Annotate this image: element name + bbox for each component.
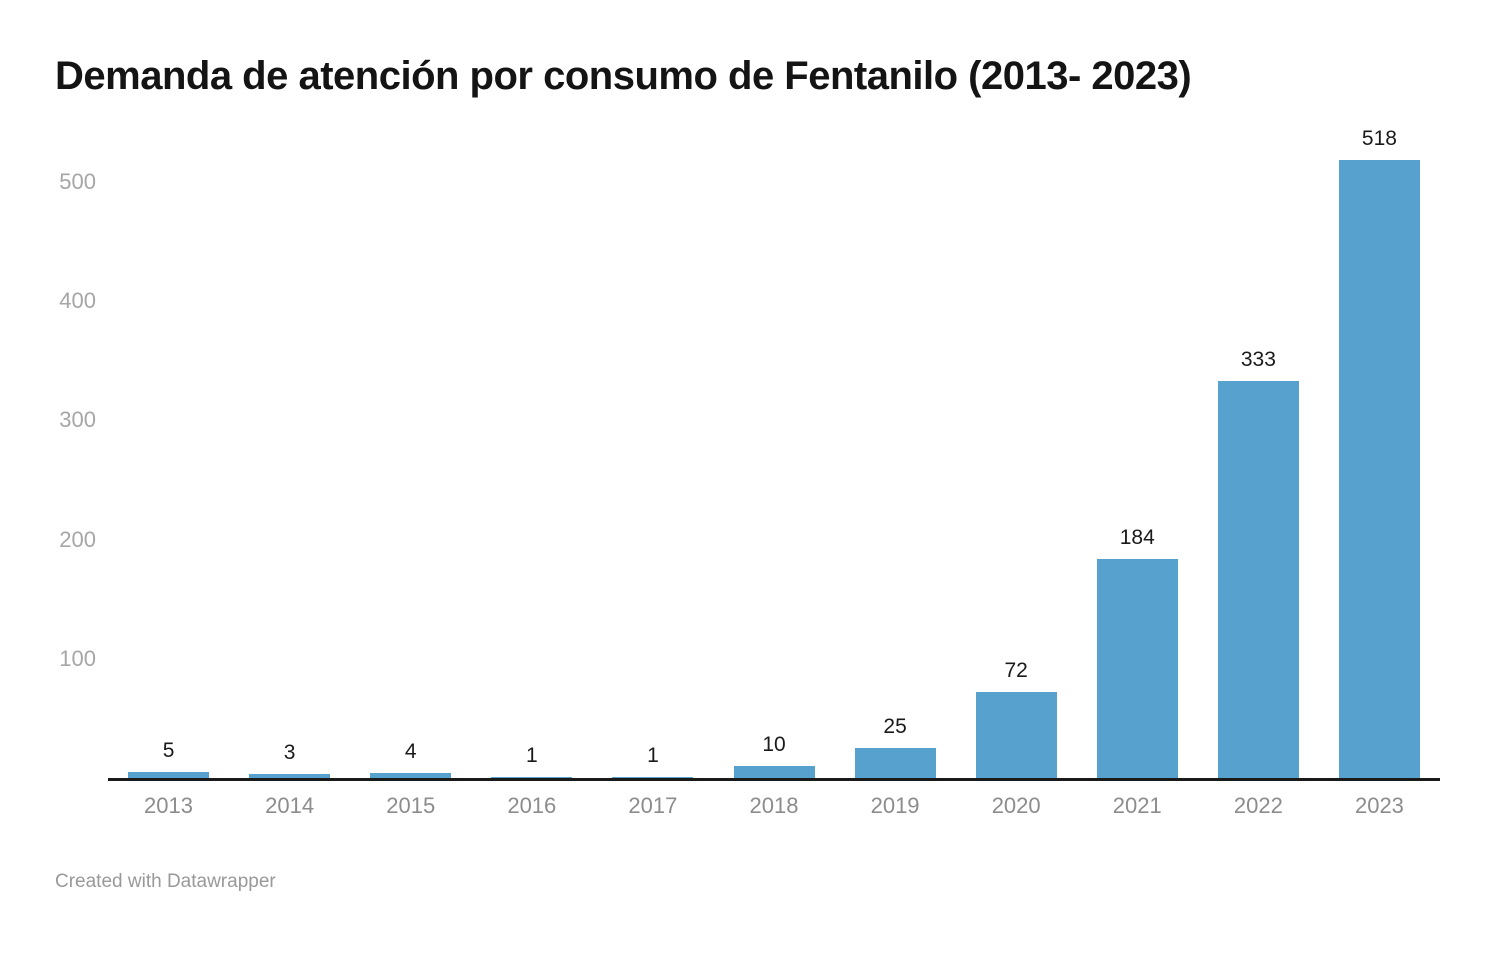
bar-2018 <box>733 766 815 778</box>
x-tick-label-2019: 2019 <box>870 793 920 818</box>
x-tick-label-2013: 2013 <box>144 793 194 818</box>
x-tick-label-2014: 2014 <box>265 793 315 818</box>
x-tick-label-2020: 2020 <box>991 793 1041 818</box>
bar-2015 <box>370 773 452 778</box>
value-label-2017: 1 <box>647 743 659 767</box>
x-tick-label-2023: 2023 <box>1354 793 1404 818</box>
y-tick-label-500: 500 <box>59 168 96 194</box>
value-label-2014: 3 <box>283 741 296 765</box>
bar-2019 <box>854 748 936 778</box>
value-label-2023: 518 <box>1361 127 1397 151</box>
bar-2022 <box>1217 380 1299 778</box>
x-tick-label-2015: 2015 <box>386 793 436 818</box>
bar-2014 <box>249 774 331 778</box>
bar-2020 <box>975 692 1057 778</box>
value-label-2013: 5 <box>162 739 175 763</box>
y-tick-label-400: 400 <box>59 288 96 313</box>
value-label-2018: 10 <box>762 733 786 757</box>
chart-title: Demanda de atención por consumo de Fenta… <box>55 54 1192 98</box>
bar-2023 <box>1338 160 1420 778</box>
y-tick-label-300: 300 <box>59 407 96 433</box>
y-tick-label-100: 100 <box>59 645 96 671</box>
value-label-2015: 4 <box>404 740 417 764</box>
x-tick-label-2017: 2017 <box>628 793 678 818</box>
x-axis-baseline <box>108 778 1440 781</box>
datawrapper-attribution-link[interactable]: Created with Datawrapper <box>55 871 276 892</box>
bar-2017 <box>612 776 694 778</box>
value-label-2020: 72 <box>1004 659 1028 683</box>
plot-area: 100 200 300 400 500 5 3 4 1 1 10 25 72 184 333 518 201… <box>59 121 1440 818</box>
value-label-2021: 184 <box>1119 525 1155 549</box>
value-label-2022: 333 <box>1240 347 1276 371</box>
x-tick-label-2016: 2016 <box>507 793 557 818</box>
value-label-2019: 25 <box>883 715 907 739</box>
x-tick-label-2022: 2022 <box>1233 793 1283 818</box>
bar-2013 <box>128 772 210 778</box>
y-tick-label-200: 200 <box>59 526 96 552</box>
x-tick-label-2021: 2021 <box>1112 793 1162 818</box>
x-tick-label-2018: 2018 <box>749 793 799 818</box>
value-label-2016: 1 <box>525 743 538 767</box>
bar-2016 <box>491 776 573 778</box>
bar-2021 <box>1096 558 1178 778</box>
